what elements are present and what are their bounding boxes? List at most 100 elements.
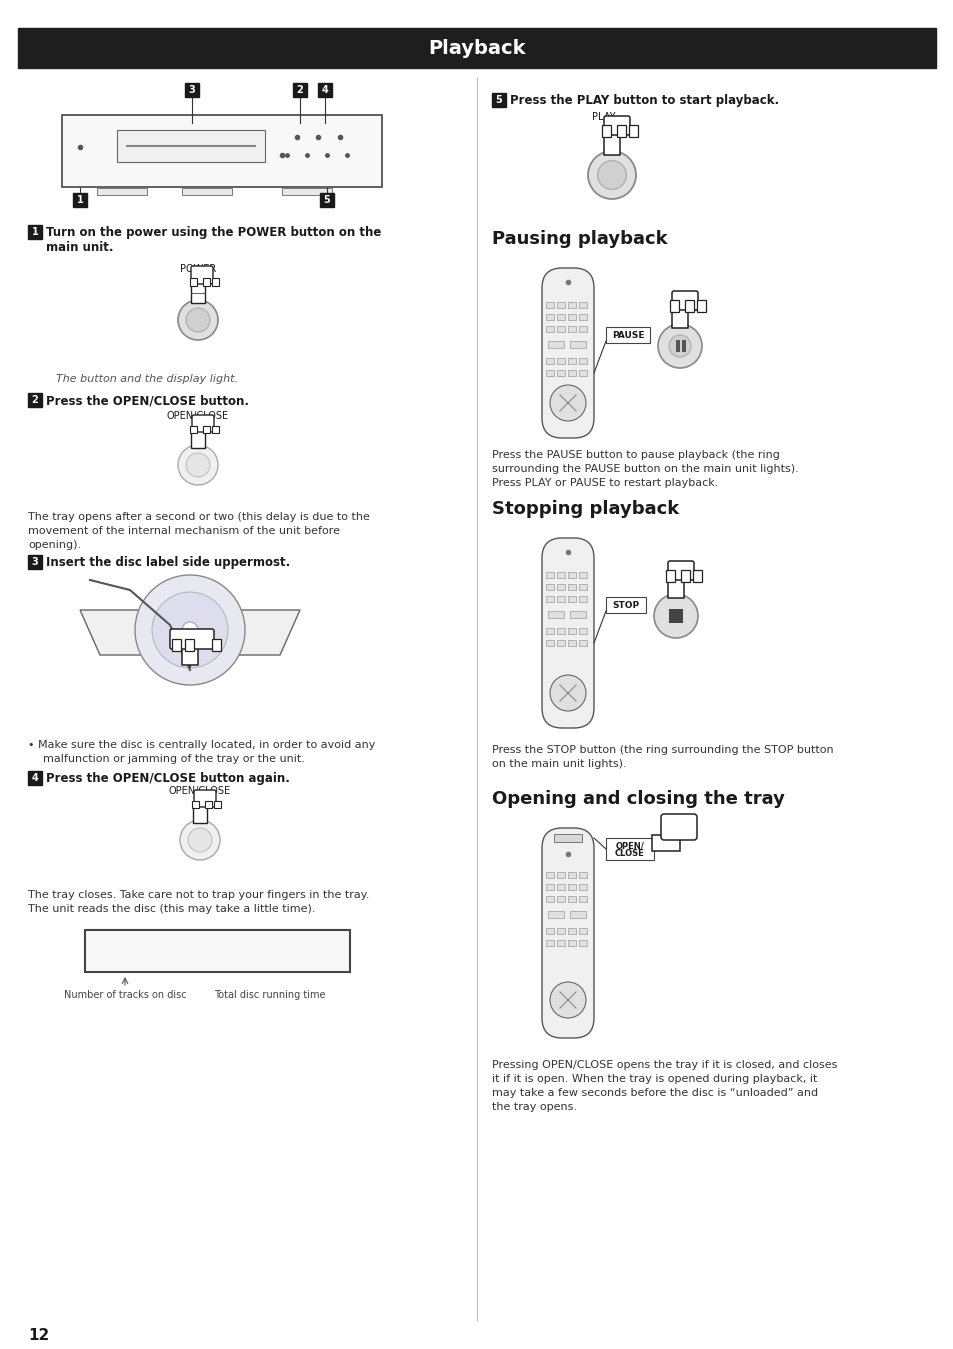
Text: STOP: STOP [612,600,639,610]
Text: Press the OPEN/CLOSE button.: Press the OPEN/CLOSE button. [46,394,249,407]
Text: The unit reads the disc (this may take a little time).: The unit reads the disc (this may take a… [28,904,315,915]
Bar [557,326,564,332]
Bar [605,838,654,861]
Bar [567,940,576,946]
Text: 2: 2 [31,395,38,405]
Bar [18,28,935,67]
Text: TRACK: TRACK [112,936,138,946]
Bar [578,326,586,332]
Bar [212,426,219,433]
Text: Insert the disc label side uppermost.: Insert the disc label side uppermost. [46,556,290,569]
Bar [567,884,576,890]
Bar [545,584,554,590]
Bar [545,928,554,934]
Text: The button and the display light.: The button and the display light. [56,374,237,384]
Bar [578,940,586,946]
Bar [172,639,181,652]
Circle shape [658,324,701,368]
Text: Stopping playback: Stopping playback [492,500,679,518]
Bar [557,584,564,590]
Text: Turn on the power using the POWER button on the: Turn on the power using the POWER button… [46,227,381,239]
Text: CLOSE: CLOSE [615,850,644,858]
FancyBboxPatch shape [541,268,594,438]
Text: OPEN/: OPEN/ [615,842,643,850]
Circle shape [152,592,228,668]
Bar [545,629,554,634]
Text: 1: 1 [31,227,38,237]
Bar [547,611,563,618]
Bar [547,341,563,348]
Bar [28,554,42,569]
Bar [567,896,576,902]
Bar [567,370,576,376]
Bar [669,299,679,312]
Circle shape [186,308,210,332]
Bar [557,884,564,890]
Text: on the main unit lights).: on the main unit lights). [492,759,626,769]
Text: POWER: POWER [180,264,216,274]
Text: opening).: opening). [28,540,81,550]
Bar [212,278,219,286]
Bar [578,928,586,934]
Bar [205,801,212,808]
FancyBboxPatch shape [667,561,693,580]
Bar [567,357,576,364]
Text: Press the PAUSE button to pause playback (the ring: Press the PAUSE button to pause playback… [492,451,779,460]
Bar [282,188,332,196]
Bar [684,299,693,312]
Text: OPEN/CLOSE: OPEN/CLOSE [167,411,229,421]
Bar [578,629,586,634]
Circle shape [550,674,585,711]
Bar [545,326,554,332]
Bar [317,84,332,97]
Text: 2: 2 [296,85,303,94]
Bar [578,871,586,878]
Bar [73,193,87,206]
Bar [578,884,586,890]
Bar [578,370,586,376]
Text: Press the STOP button (the ring surrounding the STOP button: Press the STOP button (the ring surround… [492,745,833,755]
Bar [185,84,199,97]
Text: TOTAL: TOTAL [236,936,263,946]
Bar [567,314,576,320]
Text: the tray opens.: the tray opens. [492,1102,577,1112]
Bar [545,357,554,364]
Bar [545,884,554,890]
Text: PLAY: PLAY [592,112,615,121]
Bar [97,188,147,196]
Bar [680,571,689,581]
Text: Pausing playback: Pausing playback [492,229,667,248]
Text: Press the PLAY button to start playback.: Press the PLAY button to start playback. [510,94,779,107]
Text: OPEN/CLOSE: OPEN/CLOSE [169,786,231,796]
Bar [557,596,564,602]
Bar [557,357,564,364]
Bar [28,393,42,407]
Bar [190,426,196,433]
Bar [62,115,381,188]
Bar [578,357,586,364]
Bar [192,801,199,808]
Bar [605,598,645,612]
Bar [578,302,586,308]
Bar [617,125,625,138]
Text: Opening and closing the tray: Opening and closing the tray [492,791,784,808]
Text: 5: 5 [496,94,502,105]
Bar [547,911,563,919]
Circle shape [182,622,198,638]
Circle shape [550,982,585,1018]
Bar [692,571,701,581]
Bar [567,629,576,634]
Bar [212,639,221,652]
Text: PAUSE: PAUSE [611,331,643,340]
FancyBboxPatch shape [541,828,594,1037]
Bar [545,596,554,602]
Bar [545,370,554,376]
Circle shape [178,445,218,486]
Bar [557,572,564,577]
Text: surrounding the PAUSE button on the main unit lights).: surrounding the PAUSE button on the main… [492,464,798,473]
Bar [671,306,687,328]
Circle shape [587,151,636,200]
Bar [557,370,564,376]
Circle shape [550,384,585,421]
Text: 67:49: 67:49 [236,942,303,962]
